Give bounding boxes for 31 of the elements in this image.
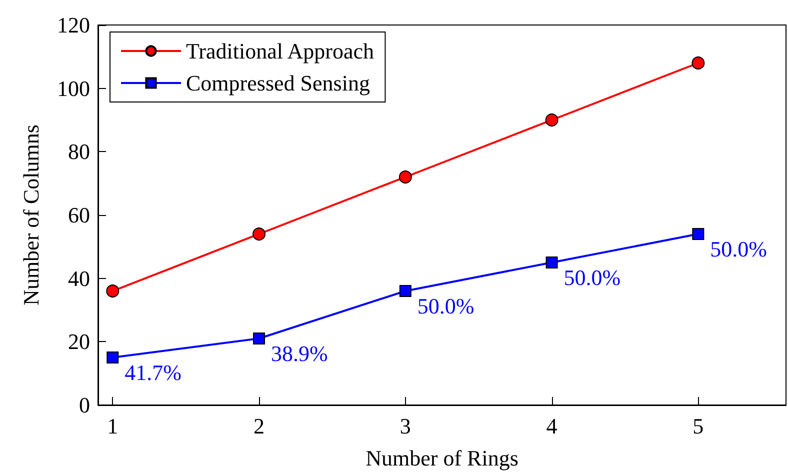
y-tick-label: 120	[57, 12, 90, 38]
x-tick-label: 3	[400, 414, 411, 438]
point	[545, 114, 558, 126]
y-tick-label: 20	[68, 329, 90, 354]
point	[398, 170, 412, 184]
x-tick-label: 1	[107, 414, 118, 438]
annotation: 50.0%	[710, 236, 767, 262]
annotation: 38.9%	[271, 341, 328, 366]
legend-label: Traditional Approach	[186, 38, 374, 64]
y-tick-label: 60	[68, 202, 90, 228]
legend-label: Compressed Sensing	[186, 70, 370, 96]
x-tick-label: 4	[546, 414, 558, 438]
point	[692, 228, 704, 240]
point	[253, 332, 266, 344]
point	[546, 256, 558, 268]
y-tick-label: 40	[68, 266, 90, 291]
x-tick-label: 2	[254, 414, 265, 438]
point	[692, 56, 705, 70]
point	[106, 284, 120, 298]
y-tick-label: 80	[68, 139, 90, 164]
y-tick-label: 0	[79, 392, 90, 418]
x-axis-title: Number of Rings	[366, 446, 518, 470]
x-tick-label: 5	[692, 414, 704, 438]
annotation: 50.0%	[564, 265, 621, 290]
point	[252, 228, 266, 240]
point	[106, 352, 119, 364]
point	[399, 285, 412, 297]
y-axis-title: Number of Columns	[18, 124, 44, 306]
y-tick-label: 100	[57, 76, 90, 101]
annotation: 50.0%	[417, 294, 474, 318]
annotation: 41.7%	[124, 360, 182, 385]
